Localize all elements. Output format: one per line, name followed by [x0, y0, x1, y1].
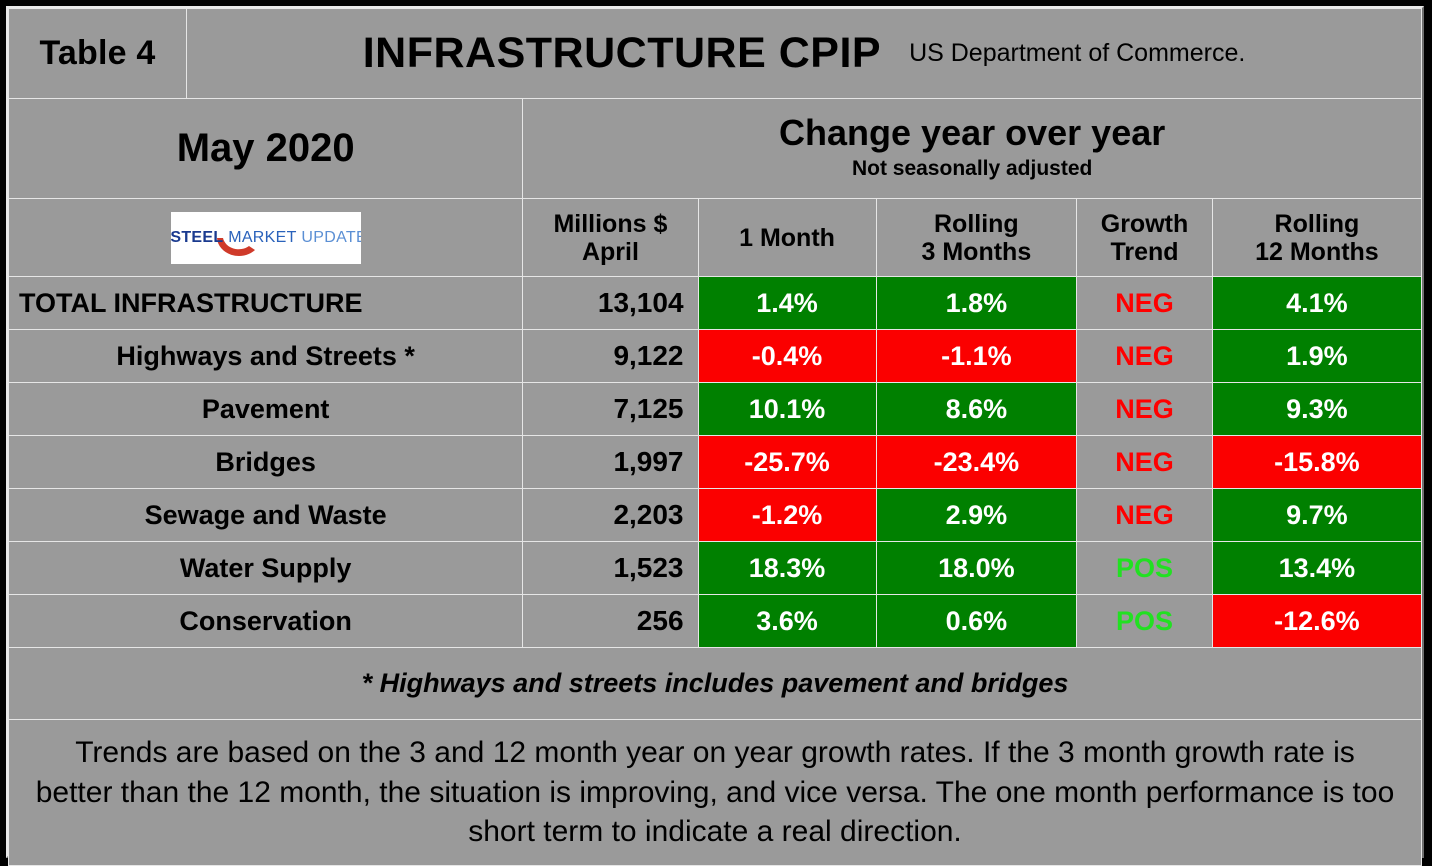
- row-label: Sewage and Waste: [7, 488, 524, 542]
- table-row: Highways and Streets * 9,122 -0.4% -1.1% NEG…: [7, 329, 1423, 383]
- footnote-row: * Highways and streets includes pavement…: [8, 647, 1422, 720]
- infrastructure-cpip-table: Table 4 INFRASTRUCTURE CPIP US Department…: [7, 8, 1423, 866]
- table-row: Conservation 256 3.6% 0.6% POS -12.6%: [7, 594, 1423, 648]
- swoosh-icon: [216, 218, 255, 257]
- row-growth-trend: NEG: [1076, 382, 1213, 436]
- table-number: Table 4: [7, 8, 188, 99]
- rolling12-header-line1: Rolling: [1274, 209, 1360, 238]
- table-row: TOTAL INFRASTRUCTURE 13,104 1.4% 1.8% NEG 4.1…: [7, 276, 1423, 330]
- table-row: Sewage and Waste 2,203 -1.2% 2.9% NEG 9.7%: [7, 488, 1423, 542]
- rolling3-header-line1: Rolling: [934, 209, 1019, 238]
- row-amount: 7,125: [522, 382, 699, 436]
- column-header-growth-trend: Growth Trend: [1076, 198, 1213, 277]
- change-heading: Change year over year: [779, 112, 1166, 154]
- row-rolling-3-months: 0.6%: [875, 594, 1078, 648]
- column-header-rolling12: Rolling 12 Months: [1211, 198, 1423, 277]
- row-rolling-12-months: 9.7%: [1211, 488, 1423, 542]
- row-amount: 256: [522, 594, 699, 648]
- row-one-month: -25.7%: [697, 435, 877, 489]
- row-growth-trend: NEG: [1076, 329, 1213, 383]
- column-header-amount: Millions $ April: [522, 198, 699, 277]
- amount-header-line2: April: [581, 237, 639, 266]
- change-subheading: Not seasonally adjusted: [851, 157, 1093, 181]
- table-row: Pavement 7,125 10.1% 8.6% NEG 9.3%: [7, 382, 1423, 436]
- row-rolling-12-months: 1.9%: [1211, 329, 1423, 383]
- title-row: Table 4 INFRASTRUCTURE CPIP US Department…: [7, 8, 1422, 99]
- title-source: US Department of Commerce.: [909, 39, 1246, 67]
- row-growth-trend: POS: [1076, 541, 1213, 595]
- column-header-rolling3: Rolling 3 Months: [875, 198, 1078, 277]
- row-growth-trend: NEG: [1076, 276, 1213, 330]
- row-rolling-12-months: 4.1%: [1211, 276, 1423, 330]
- trend-header-line1: Growth: [1100, 209, 1189, 238]
- row-rolling-12-months: -12.6%: [1211, 594, 1423, 648]
- logo-text: STEEL MARKET UPDATE: [171, 229, 361, 247]
- column-header-row: STEEL MARKET UPDATE Millions $ April 1 M…: [7, 198, 1423, 277]
- row-amount: 1,997: [522, 435, 699, 489]
- logo-word-update: UPDATE: [301, 228, 361, 246]
- row-label: TOTAL INFRASTRUCTURE: [7, 276, 524, 330]
- logo-word-market: MARKET: [228, 228, 297, 246]
- steel-market-update-logo: STEEL MARKET UPDATE: [170, 211, 361, 264]
- row-growth-trend: POS: [1076, 594, 1213, 648]
- rolling3-header-line2: 3 Months: [921, 237, 1032, 266]
- row-rolling-3-months: -23.4%: [875, 435, 1078, 489]
- row-growth-trend: NEG: [1076, 488, 1213, 542]
- row-rolling-3-months: 8.6%: [875, 382, 1078, 436]
- period-row: May 2020 Change year over year Not seaso…: [7, 98, 1422, 199]
- row-amount: 13,104: [522, 276, 699, 330]
- logo-wrapper: STEEL MARKET UPDATE: [13, 211, 518, 264]
- column-header-one-month: 1 Month: [697, 198, 877, 277]
- row-one-month: -0.4%: [697, 329, 877, 383]
- row-rolling-12-months: -15.8%: [1211, 435, 1423, 489]
- row-label: Water Supply: [7, 541, 524, 595]
- row-one-month: 10.1%: [697, 382, 877, 436]
- row-one-month: -1.2%: [697, 488, 877, 542]
- row-rolling-3-months: 18.0%: [875, 541, 1078, 595]
- row-one-month: 3.6%: [697, 594, 877, 648]
- logo-word-steel: STEEL: [170, 228, 224, 246]
- row-rolling-3-months: 2.9%: [875, 488, 1078, 542]
- table-row: Water Supply 1,523 18.3% 18.0% POS 13.4%: [7, 541, 1423, 595]
- bottom-note-row: Trends are based on the 3 and 12 month y…: [8, 719, 1422, 866]
- row-rolling-12-months: 13.4%: [1211, 541, 1423, 595]
- period-label: May 2020: [7, 98, 524, 199]
- row-label: Conservation: [7, 594, 524, 648]
- title-cell: INFRASTRUCTURE CPIP US Department of Comm…: [186, 8, 1422, 99]
- row-rolling-12-months: 9.3%: [1211, 382, 1423, 436]
- bottom-note: Trends are based on the 3 and 12 month y…: [8, 719, 1422, 866]
- change-heading-cell: Change year over year Not seasonally adj…: [522, 98, 1422, 199]
- amount-header-line1: Millions $: [553, 209, 668, 238]
- row-label: Highways and Streets *: [7, 329, 524, 383]
- row-rolling-3-months: -1.1%: [875, 329, 1078, 383]
- rolling12-header-line2: 12 Months: [1255, 237, 1379, 266]
- table-sheet: Table 4 INFRASTRUCTURE CPIP US Department…: [6, 6, 1424, 866]
- logo-cell: STEEL MARKET UPDATE: [7, 198, 524, 277]
- row-one-month: 1.4%: [697, 276, 877, 330]
- row-amount: 1,523: [522, 541, 699, 595]
- row-one-month: 18.3%: [697, 541, 877, 595]
- row-label: Pavement: [7, 382, 524, 436]
- row-amount: 9,122: [522, 329, 699, 383]
- page-title: INFRASTRUCTURE CPIP: [362, 29, 882, 77]
- row-growth-trend: NEG: [1076, 435, 1213, 489]
- footnote: * Highways and streets includes pavement…: [8, 647, 1422, 720]
- row-label: Bridges: [7, 435, 524, 489]
- table-row: Bridges 1,997 -25.7% -23.4% NEG -15.8%: [7, 435, 1423, 489]
- row-rolling-3-months: 1.8%: [875, 276, 1078, 330]
- row-amount: 2,203: [522, 488, 699, 542]
- trend-header-line2: Trend: [1110, 237, 1179, 266]
